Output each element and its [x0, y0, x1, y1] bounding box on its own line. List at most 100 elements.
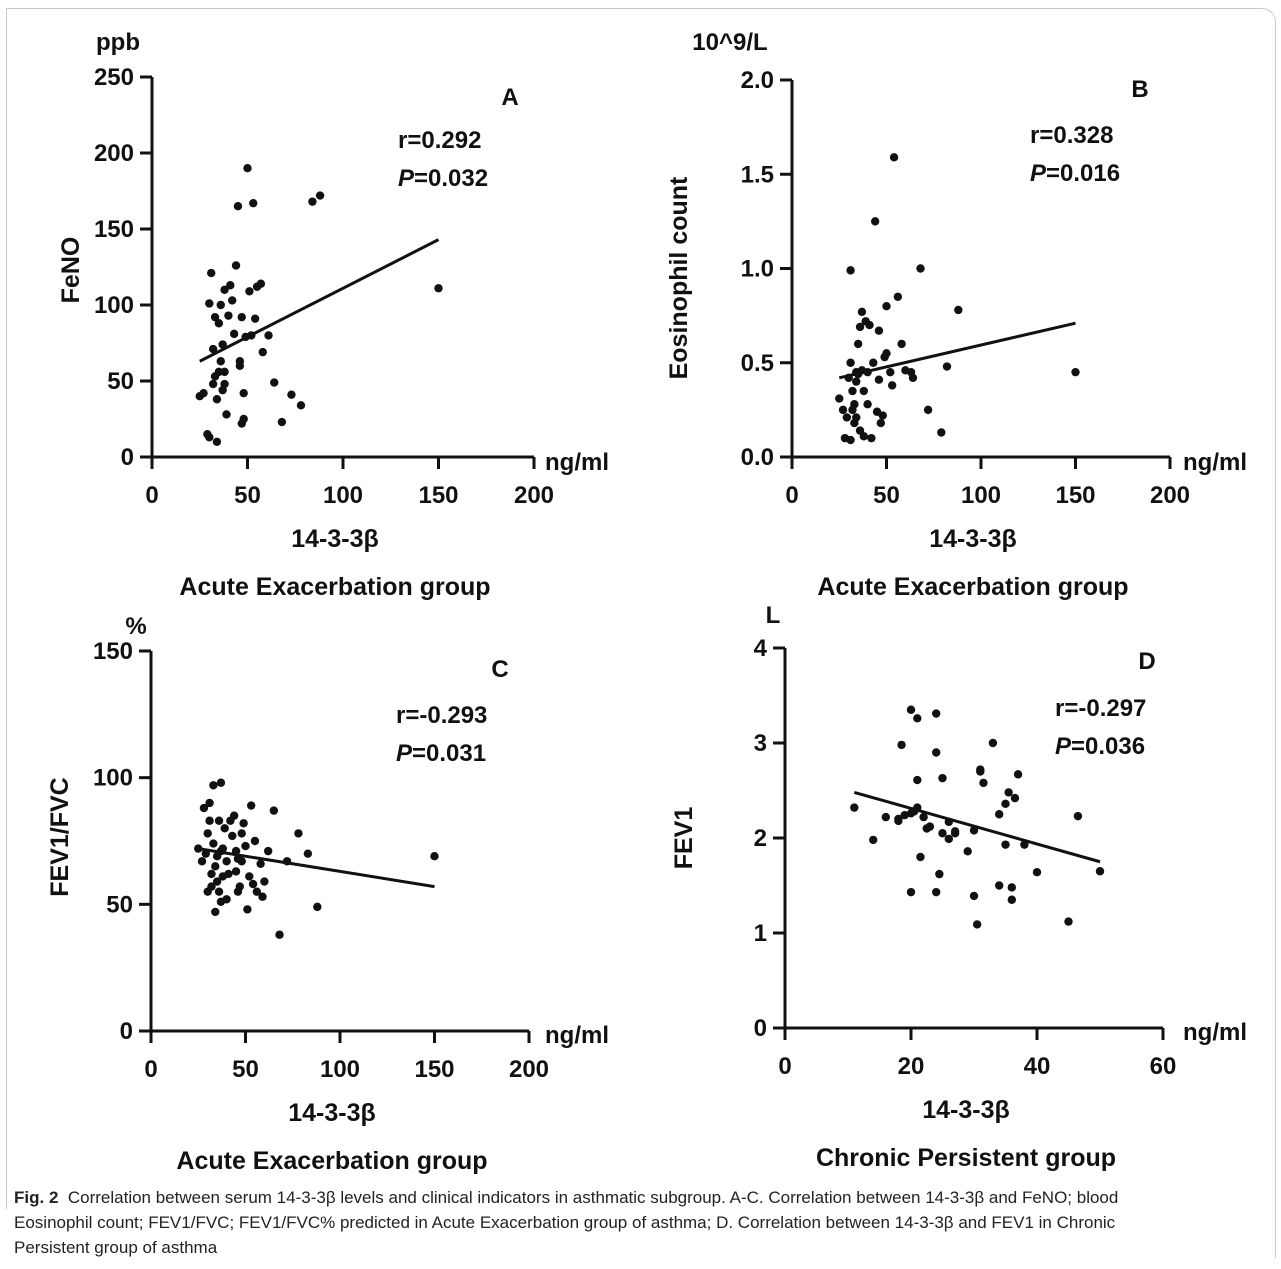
data-point: [209, 781, 218, 790]
data-point: [865, 320, 874, 330]
data-point: [944, 834, 953, 844]
data-point: [228, 831, 237, 841]
data-point: [874, 326, 884, 335]
data-point: [303, 849, 313, 858]
data-point: [919, 812, 928, 822]
data-point: [842, 413, 852, 422]
data-point: [938, 829, 947, 838]
data-point: [296, 401, 306, 410]
data-point: [245, 287, 254, 296]
data-point: [313, 902, 322, 912]
p-number: =0.036: [1071, 733, 1145, 760]
data-point: [208, 379, 218, 389]
data-point: [835, 394, 844, 403]
data-point: [969, 826, 979, 835]
data-point: [1007, 895, 1016, 904]
data-point: [209, 839, 218, 848]
data-point: [256, 279, 266, 288]
group-label: Acute Exacerbation group: [176, 1147, 487, 1175]
data-point: [1020, 840, 1029, 849]
panel-letter: C: [491, 656, 508, 683]
x-tick-label: 200: [1150, 482, 1190, 509]
data-point: [995, 810, 1004, 819]
panel-letter: D: [1138, 648, 1155, 675]
data-point: [846, 358, 855, 367]
data-point: [1001, 799, 1010, 808]
data-point: [855, 322, 865, 332]
panel-a: 0 50 100 150 200 250 0 50 100 150 200 ppb ng/ml FeNO 1…: [57, 29, 609, 601]
data-point: [995, 881, 1004, 890]
data-point: [197, 857, 207, 866]
figure-caption: Fig. 2 Correlation between serum 14-3-3β…: [14, 1186, 1274, 1210]
data-point: [275, 930, 284, 939]
regression-line: [853, 790, 1101, 864]
panel-b: 0.0 0.5 1.0 1.5 2.0 0 50 100 150 200 10^9/L ng/ml Eo…: [665, 29, 1247, 601]
p-letter: P: [1055, 733, 1072, 760]
data-point: [218, 340, 227, 349]
data-point: [897, 339, 906, 349]
y-tick-label: 0.5: [741, 350, 774, 377]
y-axis-label: FEV1: [670, 807, 698, 870]
data-point: [869, 835, 878, 845]
data-point: [260, 877, 269, 886]
panel-c: 0 50 100 150 0 50 100 150 200% ng/ml FEV1/FVC 14-3-…: [46, 613, 609, 1175]
data-point: [935, 869, 944, 879]
regression-line: [199, 238, 440, 363]
data-point: [857, 307, 867, 317]
data-point: [846, 435, 855, 445]
data-point: [897, 740, 906, 750]
data-point: [988, 738, 998, 748]
data-point: [231, 261, 241, 270]
y-tick-label: 100: [93, 765, 133, 792]
data-point: [239, 388, 248, 398]
data-point: [214, 319, 224, 328]
data-point: [972, 920, 982, 929]
data-point: [256, 859, 265, 868]
data-point: [844, 373, 853, 383]
data-point: [963, 847, 972, 856]
data-point: [250, 314, 260, 323]
data-point: [434, 284, 443, 293]
data-point: [220, 285, 229, 294]
data-point: [1095, 867, 1105, 876]
data-point: [900, 811, 909, 820]
y-tick-label: 0.0: [741, 444, 774, 471]
y-tick-label: 3: [754, 730, 767, 757]
data-point: [222, 857, 231, 866]
data-point: [239, 414, 248, 424]
data-point: [1071, 367, 1080, 377]
data-point: [237, 857, 246, 866]
data-point: [220, 379, 229, 389]
data-point: [850, 803, 859, 812]
caption-line-2: Eosinophil count; FEV1/FVC; FEV1/FVC% pr…: [14, 1213, 1116, 1232]
x-tick-label: 0: [778, 1053, 791, 1080]
data-point: [231, 867, 241, 876]
data-point: [863, 400, 872, 409]
data-point: [859, 432, 869, 441]
data-point: [212, 877, 222, 886]
data-point: [942, 362, 952, 371]
data-point: [925, 822, 935, 831]
data-point: [887, 381, 897, 390]
x-tick-label: 0: [785, 482, 798, 509]
data-point: [201, 849, 211, 858]
data-point: [237, 829, 246, 838]
data-point: [263, 846, 273, 856]
x-tick-label: 100: [323, 482, 363, 509]
data-point: [246, 801, 256, 810]
p-number: =0.016: [1046, 160, 1120, 187]
data-point: [214, 816, 224, 825]
data-point: [235, 882, 245, 891]
x-unit-label: ng/ml: [1183, 449, 1247, 476]
data-point: [224, 869, 233, 879]
data-point: [241, 841, 250, 851]
data-point: [870, 217, 880, 226]
panel-letter: A: [501, 84, 518, 111]
data-point: [243, 164, 252, 173]
y-tick-label: 100: [94, 292, 134, 319]
x-tick-label: 0: [144, 1056, 157, 1083]
data-point: [848, 386, 857, 396]
data-point: [1004, 788, 1013, 797]
x-axis-label: 14-3-3β: [929, 525, 1017, 553]
data-point: [976, 765, 985, 774]
